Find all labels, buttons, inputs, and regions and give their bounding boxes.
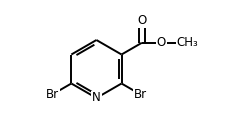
- Text: N: N: [92, 91, 100, 104]
- Text: Br: Br: [133, 88, 146, 101]
- Text: Br: Br: [45, 88, 58, 101]
- Text: CH₃: CH₃: [176, 36, 197, 49]
- Text: O: O: [156, 36, 165, 49]
- Text: O: O: [137, 14, 146, 27]
